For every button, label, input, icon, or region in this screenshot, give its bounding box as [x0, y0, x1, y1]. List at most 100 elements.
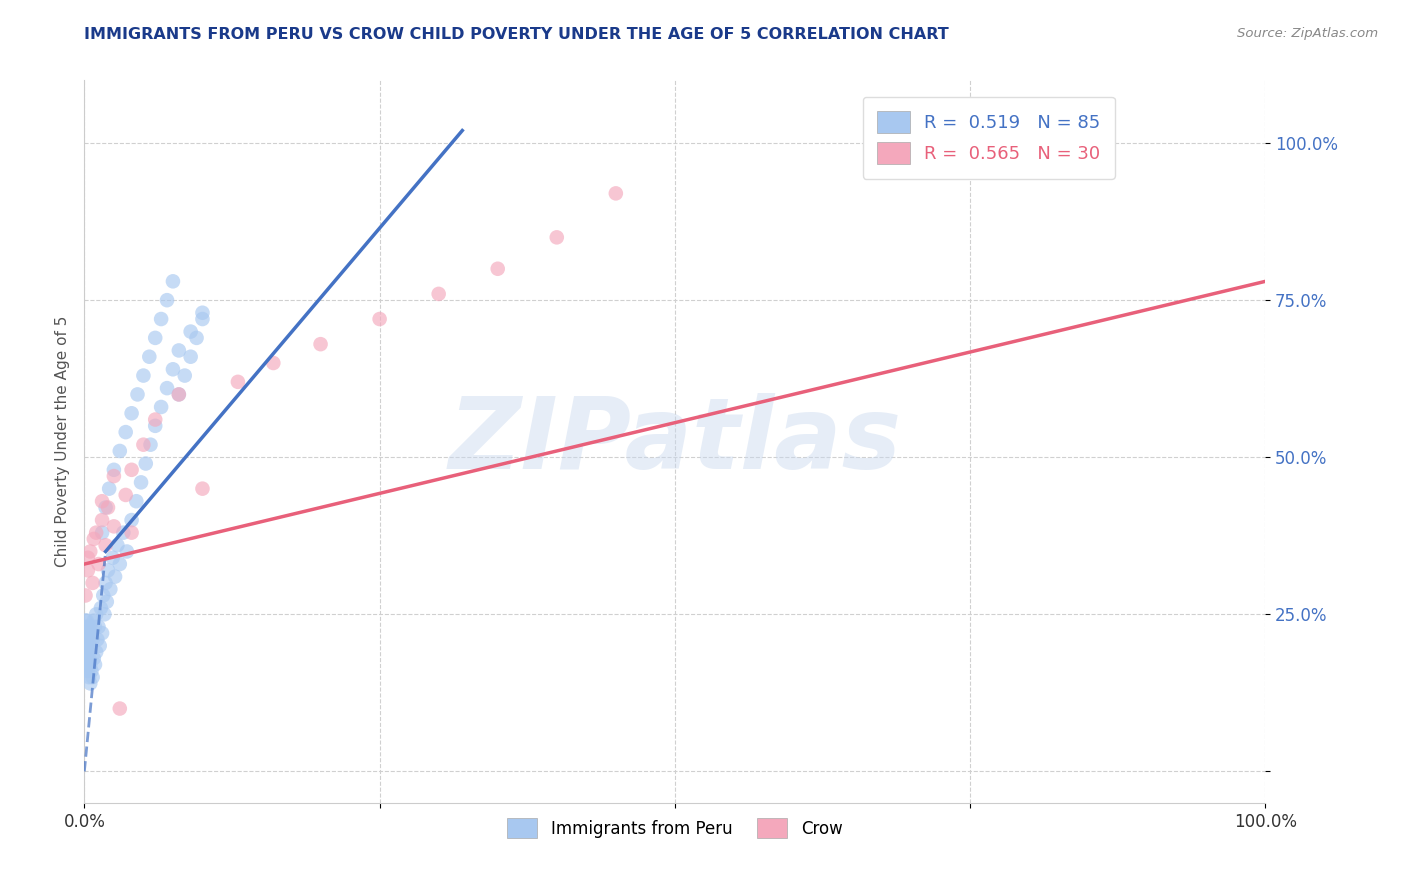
Point — [103, 469, 125, 483]
Point — [191, 312, 214, 326]
Point — [83, 651, 105, 665]
Point — [75, 639, 97, 653]
Y-axis label: Child Poverty Under the Age of 5: Child Poverty Under the Age of 5 — [55, 316, 70, 567]
Point — [75, 632, 97, 647]
Point — [143, 412, 166, 426]
Point — [150, 400, 173, 414]
Point — [77, 645, 100, 659]
Point — [77, 626, 100, 640]
Point — [96, 595, 118, 609]
Point — [75, 639, 97, 653]
Point — [90, 601, 112, 615]
Point — [91, 525, 114, 540]
Point — [75, 651, 97, 665]
Point — [121, 525, 143, 540]
Point — [114, 488, 136, 502]
Point — [77, 550, 100, 565]
Point — [73, 632, 96, 647]
Point — [167, 387, 190, 401]
Point — [84, 620, 107, 634]
Point — [86, 632, 108, 647]
Point — [173, 368, 195, 383]
Point — [93, 607, 115, 622]
Point — [98, 482, 121, 496]
Point — [132, 368, 155, 383]
Point — [180, 350, 202, 364]
Point — [121, 406, 143, 420]
Point — [75, 626, 97, 640]
Point — [76, 657, 98, 672]
Point — [84, 657, 107, 672]
Point — [101, 550, 124, 565]
Point — [104, 569, 127, 583]
Point — [121, 513, 143, 527]
Point — [77, 563, 100, 577]
Point — [262, 356, 284, 370]
Point — [84, 525, 107, 540]
Point — [132, 438, 155, 452]
Point — [75, 664, 97, 678]
Point — [546, 230, 568, 244]
Point — [91, 513, 114, 527]
Point — [605, 186, 627, 201]
Point — [138, 350, 160, 364]
Point — [150, 312, 173, 326]
Point — [76, 651, 98, 665]
Point — [103, 463, 125, 477]
Point — [112, 525, 135, 540]
Point — [167, 343, 190, 358]
Point — [77, 620, 100, 634]
Point — [77, 632, 100, 647]
Point — [139, 438, 162, 452]
Point — [427, 286, 450, 301]
Point — [103, 519, 125, 533]
Point — [97, 500, 120, 515]
Point — [91, 589, 114, 603]
Point — [76, 614, 98, 628]
Point — [162, 362, 184, 376]
Point — [80, 626, 103, 640]
Point — [91, 626, 114, 640]
Point — [73, 620, 96, 634]
Point — [98, 582, 121, 597]
Point — [76, 639, 98, 653]
Point — [94, 500, 117, 515]
Point — [94, 575, 117, 590]
Point — [79, 620, 101, 634]
Text: IMMIGRANTS FROM PERU VS CROW CHILD POVERTY UNDER THE AGE OF 5 CORRELATION CHART: IMMIGRANTS FROM PERU VS CROW CHILD POVER… — [84, 27, 949, 42]
Point — [156, 381, 179, 395]
Point — [79, 639, 101, 653]
Point — [80, 664, 103, 678]
Point — [73, 645, 96, 659]
Point — [82, 670, 104, 684]
Point — [79, 676, 101, 690]
Point — [127, 387, 149, 401]
Point — [77, 664, 100, 678]
Point — [309, 337, 332, 351]
Point — [82, 575, 104, 590]
Point — [226, 375, 249, 389]
Point — [84, 607, 107, 622]
Legend: Immigrants from Peru, Crow: Immigrants from Peru, Crow — [501, 812, 849, 845]
Point — [108, 444, 131, 458]
Point — [486, 261, 509, 276]
Point — [84, 645, 107, 659]
Point — [368, 312, 391, 326]
Point — [97, 563, 120, 577]
Point — [91, 494, 114, 508]
Point — [125, 494, 148, 508]
Point — [108, 701, 131, 715]
Point — [83, 614, 105, 628]
Point — [89, 639, 111, 653]
Point — [77, 651, 100, 665]
Point — [79, 544, 101, 558]
Text: ZIPatlas: ZIPatlas — [449, 393, 901, 490]
Point — [87, 557, 110, 571]
Point — [82, 632, 104, 647]
Point — [191, 482, 214, 496]
Point — [121, 463, 143, 477]
Point — [156, 293, 179, 308]
Point — [191, 306, 214, 320]
Point — [108, 557, 131, 571]
Point — [180, 325, 202, 339]
